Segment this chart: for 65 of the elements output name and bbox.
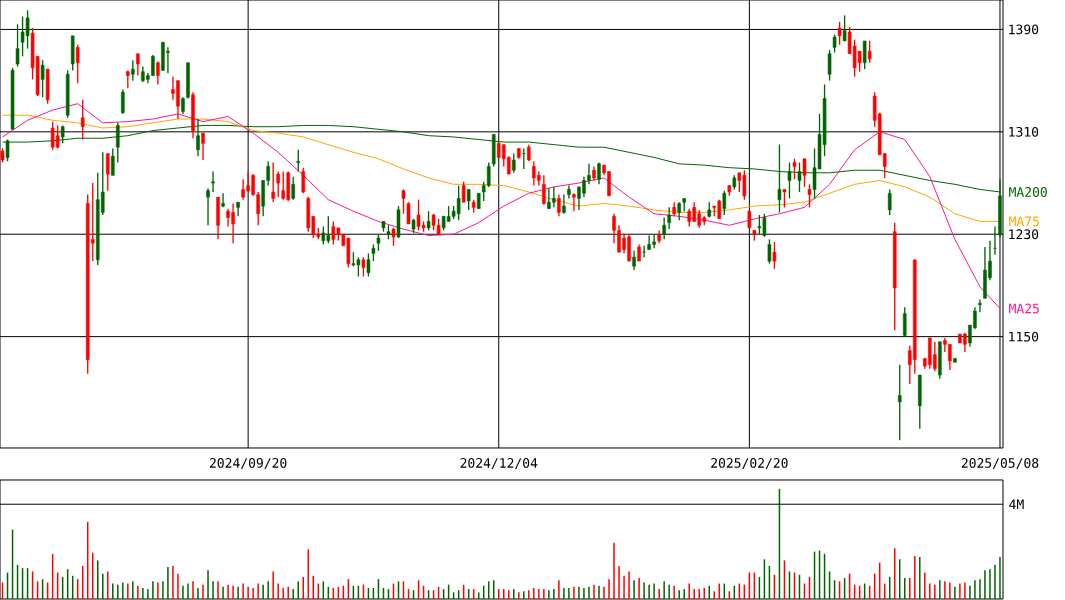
candlestick bbox=[40, 59, 45, 98]
candlestick bbox=[842, 14, 847, 42]
candlestick bbox=[111, 147, 115, 177]
x-tick-label: 2025/05/08 bbox=[961, 458, 1039, 469]
candlestick bbox=[271, 161, 275, 203]
y-tick-label: 1230 bbox=[1009, 229, 1039, 240]
line-series bbox=[2, 103, 1001, 309]
candlestick bbox=[978, 298, 982, 313]
candlestick bbox=[221, 192, 225, 209]
candlestick bbox=[296, 149, 301, 173]
candlestick bbox=[15, 23, 20, 68]
candlestick bbox=[767, 238, 772, 265]
candlestick bbox=[156, 60, 160, 86]
candlestick bbox=[466, 188, 471, 211]
candlestick bbox=[106, 152, 110, 192]
candlestick bbox=[662, 216, 666, 241]
candlestick bbox=[401, 188, 406, 215]
candlestick bbox=[406, 201, 411, 225]
candlestick bbox=[426, 210, 431, 232]
candlestick bbox=[802, 158, 807, 188]
candlestick bbox=[827, 49, 832, 82]
candlestick bbox=[993, 225, 997, 256]
candlestick bbox=[722, 190, 727, 216]
candlestick bbox=[211, 170, 215, 193]
candlestick bbox=[862, 40, 867, 70]
candlestick bbox=[632, 250, 636, 271]
candlestick bbox=[80, 99, 85, 141]
candlestick bbox=[562, 193, 566, 215]
candlestick bbox=[512, 152, 516, 174]
series-label: MA25 bbox=[1009, 303, 1039, 314]
y-tick-label: 1150 bbox=[1009, 331, 1039, 342]
candlestick bbox=[902, 306, 907, 338]
candlestick bbox=[366, 252, 371, 278]
candlestick bbox=[897, 364, 902, 441]
candlestick bbox=[867, 40, 872, 64]
candlestick bbox=[131, 59, 135, 82]
candlestick bbox=[792, 158, 797, 180]
candlestick bbox=[887, 188, 892, 216]
candlestick bbox=[361, 256, 366, 278]
y-tick-label: 1390 bbox=[1009, 24, 1039, 35]
candlestick bbox=[75, 44, 80, 84]
candlestick bbox=[807, 183, 812, 209]
candlestick bbox=[136, 53, 140, 77]
candlestick bbox=[201, 132, 205, 161]
ref-line-label: 4M bbox=[1009, 499, 1024, 509]
candlestick bbox=[291, 175, 296, 201]
x-tick-label: 2025/02/20 bbox=[711, 458, 788, 469]
candlestick bbox=[461, 181, 466, 203]
candlestick bbox=[121, 88, 125, 115]
candlestick bbox=[642, 245, 646, 258]
candlestick bbox=[276, 170, 280, 198]
candlestick bbox=[301, 167, 306, 194]
candlestick bbox=[572, 192, 576, 212]
series-label: MA200 bbox=[1009, 187, 1047, 197]
y-tick-label: 1310 bbox=[1009, 126, 1039, 137]
candlestick bbox=[772, 241, 777, 270]
x-tick-label: 2024/12/04 bbox=[460, 458, 538, 469]
candlestick bbox=[667, 206, 671, 230]
candlestick bbox=[837, 21, 842, 46]
series-label: MA75 bbox=[1009, 216, 1039, 227]
candlestick bbox=[542, 174, 546, 206]
candlestick bbox=[557, 193, 561, 217]
candlestick bbox=[206, 187, 210, 226]
x-tick-label: 2024/09/20 bbox=[209, 458, 287, 469]
candlestick bbox=[522, 147, 526, 170]
